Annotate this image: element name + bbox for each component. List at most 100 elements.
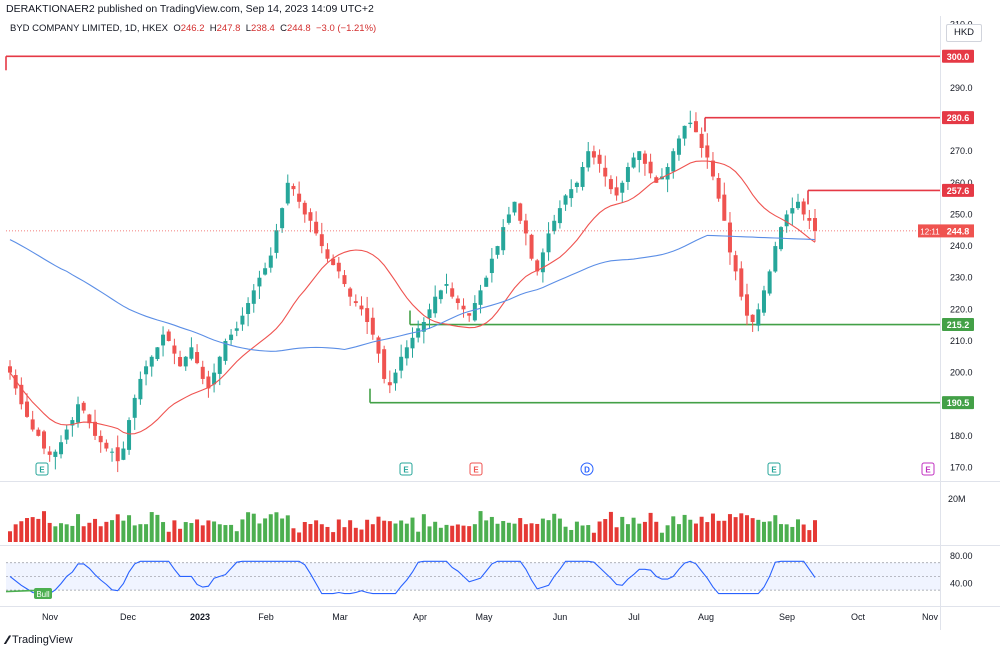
volume-bar (472, 524, 477, 542)
volume-bar (665, 525, 670, 542)
volume-bar (25, 518, 30, 542)
volume-bar (76, 514, 81, 542)
candle-body (98, 435, 103, 443)
candle-body (795, 201, 800, 209)
candle-body (149, 356, 154, 367)
footer-brand-label: TradingView (12, 634, 73, 646)
candle-body (155, 347, 160, 360)
volume-bar (478, 511, 483, 542)
candle-body (688, 122, 693, 125)
volume-bar (727, 514, 732, 542)
volume-bar (308, 524, 313, 542)
volume-bar (467, 526, 472, 542)
event-marker[interactable]: D (580, 462, 594, 476)
candle-body (110, 451, 115, 453)
volume-bar (722, 520, 727, 542)
level-badge-label: 215.2 (947, 320, 970, 330)
candle-body (699, 133, 704, 149)
candle-body (314, 221, 319, 234)
volume-bar (784, 524, 789, 542)
candle-body (365, 308, 370, 322)
volume-bar (455, 524, 460, 542)
low-value: 238.4 (251, 23, 275, 34)
volume-bar (801, 524, 806, 542)
candle-body (518, 203, 523, 221)
volume-bar (546, 520, 551, 542)
y-tick-label: 250.0 (950, 209, 973, 219)
volume-bar (251, 513, 256, 542)
y-tick-label: 200.0 (950, 368, 973, 378)
candle-body (569, 189, 574, 199)
x-tick-label: 2023 (190, 612, 210, 622)
event-marker[interactable]: E (469, 462, 483, 476)
symbol-label[interactable]: BYD COMPANY LIMITED, 1D, HKEX (10, 23, 169, 34)
volume-bar (710, 513, 715, 542)
volume-bar (30, 517, 35, 542)
bull-badge-label: Bull (36, 590, 50, 599)
volume-bar (53, 526, 58, 542)
candle-body (257, 277, 262, 287)
high-value: 247.8 (216, 23, 241, 34)
event-marker[interactable]: E (767, 462, 781, 476)
x-tick-label: Dec (120, 612, 137, 622)
candle-body (274, 230, 279, 253)
currency-button[interactable]: HKD (946, 24, 982, 42)
volume-bar (569, 529, 574, 542)
candle-body (756, 309, 761, 326)
candle-body (529, 234, 534, 259)
candle-body (591, 151, 596, 158)
candle-body (291, 185, 296, 190)
volume-bar (438, 527, 443, 542)
volume-bar (93, 518, 98, 542)
candle-body (166, 331, 171, 341)
candle-body (359, 305, 364, 310)
volume-bar (642, 521, 647, 542)
candle-body (246, 303, 251, 314)
volume-bar (382, 520, 387, 542)
candle-body (631, 157, 636, 168)
volume-bar (268, 514, 273, 542)
candle-body (212, 372, 217, 385)
candle-body (263, 268, 268, 275)
volume-bar (637, 523, 642, 542)
x-tick-label: Jun (553, 612, 568, 622)
volume-bar (410, 517, 415, 542)
candle-body (693, 121, 698, 133)
candle-body (8, 366, 12, 373)
volume-bar (557, 518, 562, 542)
y-tick-label: 240.0 (950, 241, 973, 251)
candle-body (813, 218, 817, 231)
volume-bar (274, 512, 279, 542)
volume-bar (790, 526, 795, 542)
candle-body (36, 429, 41, 436)
candle-body (665, 167, 670, 180)
volume-bars (8, 511, 817, 542)
last-price-badge (942, 224, 974, 238)
volume-bar (631, 517, 636, 542)
volume-bar (744, 515, 749, 542)
event-marker-label: E (771, 466, 777, 475)
volume-bar (42, 511, 47, 542)
volume-bar (433, 521, 438, 542)
event-marker[interactable]: E (35, 462, 49, 476)
volume-bar (450, 525, 455, 542)
candle-body (540, 252, 545, 273)
candle-body (404, 347, 409, 359)
event-marker[interactable]: E (921, 462, 935, 476)
event-marker-icon (399, 462, 413, 476)
volume-bar (563, 526, 568, 542)
volume-bar (773, 515, 778, 542)
candle-body (138, 378, 143, 400)
x-tick-label: May (475, 612, 493, 622)
volume-bar (608, 511, 613, 542)
event-marker-icon (921, 462, 935, 476)
candle-body (461, 305, 466, 310)
candle-body (42, 431, 47, 449)
volume-bar (489, 516, 494, 542)
volume-bar (229, 524, 234, 542)
event-marker[interactable]: E (399, 462, 413, 476)
volume-bar (421, 514, 426, 542)
candle-body (229, 334, 234, 341)
volume-bar (359, 529, 364, 542)
